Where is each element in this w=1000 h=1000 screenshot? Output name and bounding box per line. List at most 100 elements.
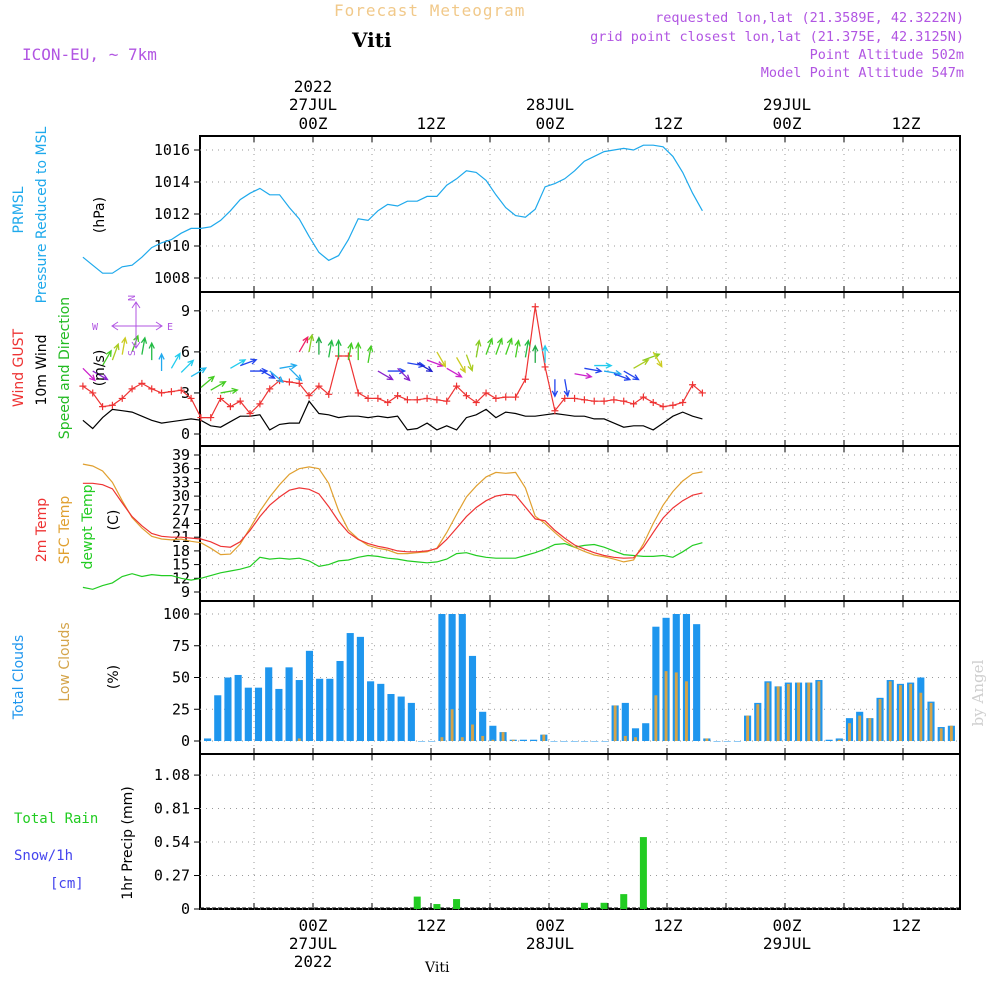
pressure-ytick-label-0: 1008: [154, 269, 190, 287]
top-time-label-0: 00Z: [299, 114, 328, 133]
total-cloud-bar-38: [591, 741, 599, 742]
wind-arrow-16: [240, 358, 258, 367]
precip-ytick-label-4: 1.08: [154, 766, 190, 784]
total-cloud-bar-13: [336, 660, 344, 741]
wind-arrow-39: [465, 354, 474, 373]
clouds-ytick-label-3: 75: [172, 637, 190, 655]
top-time-label-5: 12Z: [892, 114, 921, 133]
wind-arrow-29: [366, 344, 374, 363]
total-cloud-bar-15: [356, 636, 364, 741]
clouds-label-low: Low Clouds: [57, 622, 73, 701]
wind-arrow-24: [315, 336, 323, 355]
gust-marker-10: [177, 386, 185, 394]
gust-marker-18: [256, 400, 264, 408]
precip-ytick-label-1: 0.27: [154, 867, 190, 885]
low-cloud-bar-65: [868, 718, 872, 741]
wind-arrow-2: [102, 349, 112, 366]
pressure-line: [82, 144, 703, 274]
total-cloud-bar-1: [214, 695, 222, 741]
wind-arrow-52: [594, 362, 613, 369]
rain-bar-6: [639, 837, 647, 909]
compass-n: N: [127, 295, 138, 301]
gust-marker-51: [580, 396, 588, 404]
wind-arrow-20: [279, 363, 298, 370]
low-cloud-bar-71: [929, 702, 933, 741]
gust-marker-48: [551, 407, 559, 415]
wind-arrow-41: [485, 337, 494, 355]
temperature-ytick-label-7: 30: [172, 487, 190, 505]
gust-marker-14: [217, 394, 225, 402]
total-cloud-bar-21: [417, 741, 426, 742]
low-cloud-bar-57: [786, 683, 790, 741]
wind-arrow-10: [180, 359, 195, 373]
total-cloud-bar-10: [305, 650, 314, 741]
wind-arrow-11: [190, 367, 208, 378]
precip-axis-labels: Total Rain Snow/1h [cm] 1hr Precip (mm): [14, 786, 136, 899]
temp-label-dewpt: dewpt Temp: [80, 484, 96, 569]
point-altitude: Point Altitude 502m: [810, 47, 964, 63]
low-cloud-bar-70: [919, 692, 923, 741]
total-cloud-bar-50: [713, 741, 721, 742]
wind-arrow-38: [456, 357, 466, 374]
wind-arrow-54: [613, 373, 632, 381]
total-cloud-bar-24: [448, 614, 456, 741]
gust-marker-23: [305, 392, 313, 400]
total-cloud-bar-16: [367, 681, 375, 741]
precip-label-snow: Snow/1h: [14, 848, 73, 864]
bottom-year-label-0: 2022: [294, 952, 333, 971]
low-cloud-bar-47: [685, 681, 688, 741]
precip-ytick-label-0: 0: [181, 900, 190, 918]
wind-arrow-50: [574, 372, 593, 379]
gust-marker-31: [384, 399, 392, 407]
wind-arrow-45: [524, 339, 531, 358]
gust-marker-60: [669, 401, 677, 409]
total-cloud-bar-6: [265, 667, 273, 741]
wind-arrow-5: [131, 334, 140, 353]
low-cloud-bar-56: [776, 686, 780, 741]
wind-arrow-26: [335, 338, 342, 358]
wind-ytick-label-1: 3: [181, 384, 190, 402]
low-cloud-bar-63: [848, 723, 851, 741]
wind-arrow-51: [584, 367, 603, 374]
low-cloud-bar-54: [756, 704, 760, 741]
gust-marker-57: [639, 393, 647, 401]
low-cloud-bar-59: [807, 682, 811, 741]
gust-marker-0: [79, 382, 87, 390]
pressure-label-prmsl: PRMSL: [11, 186, 27, 233]
gust-marker-45: [521, 375, 529, 383]
clouds-ytick-label-0: 0: [181, 732, 190, 750]
station-name: Viti: [351, 28, 392, 52]
pressure-ytick-label-1: 1010: [154, 237, 190, 255]
gust-marker-21: [285, 378, 293, 386]
wind-frame: [199, 291, 961, 447]
total-cloud-bar-17: [377, 683, 385, 741]
wind-ytick-label-0: 0: [181, 425, 190, 443]
low-cloud-bar-9: [297, 738, 301, 741]
wind-panel: 0 3 6 9: [79, 291, 961, 447]
gust-marker-34: [413, 396, 421, 404]
top-date-label-0: 27JUL: [289, 95, 337, 114]
gust-marker-28: [354, 389, 362, 397]
gust-marker-59: [659, 403, 667, 411]
low-cloud-bar-44: [654, 695, 658, 741]
wind-arrow-4: [121, 336, 128, 355]
total-cloud-bar-61: [825, 739, 833, 741]
wind-arrow-49: [563, 379, 570, 398]
wind-ytick-label-3: 9: [181, 302, 190, 320]
total-cloud-bar-52: [733, 741, 741, 742]
clouds-ytick-label-2: 50: [172, 669, 190, 687]
rain-bar-1: [433, 904, 441, 909]
wind-arrow-56: [633, 359, 650, 369]
wind-arrow-40: [475, 339, 482, 358]
compass-rose-icon: N S W E: [92, 295, 173, 356]
low-cloud-bar-23: [440, 737, 444, 741]
low-cloud-bar-49: [705, 738, 709, 741]
total-cloud-bar-44: [652, 626, 660, 741]
pressure-label-unit: (hPa): [92, 197, 108, 233]
top-time-label-3: 12Z: [654, 114, 683, 133]
rain-bar-0: [413, 896, 421, 909]
low-cloud-bar-26: [471, 724, 474, 741]
low-cloud-bar-64: [858, 715, 862, 741]
